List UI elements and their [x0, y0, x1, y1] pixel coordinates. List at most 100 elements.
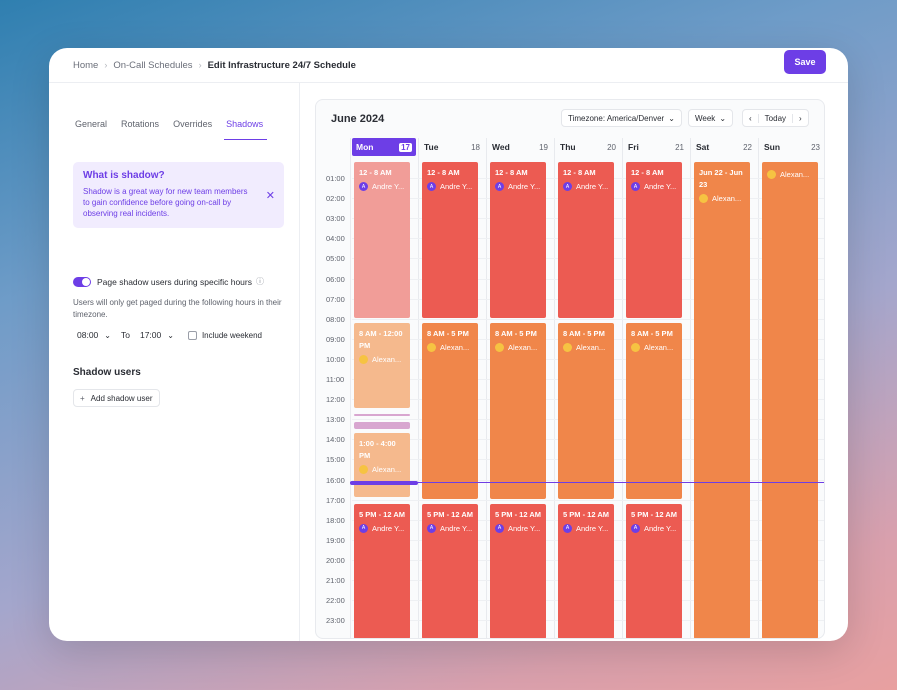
breadcrumb-current: Edit Infrastructure 24/7 Schedule: [207, 59, 356, 71]
shadow-marker: [354, 414, 410, 417]
avatar: [359, 354, 368, 364]
include-weekend-checkbox[interactable]: [187, 330, 197, 340]
shift-block[interactable]: 5 PM - 12 AM A Andre Y...: [422, 503, 478, 638]
save-button[interactable]: Save: [784, 50, 826, 74]
shift-user: Alexan...: [359, 465, 405, 475]
shift-time: 12 - 8 AM: [495, 168, 528, 177]
day-name: Sat: [696, 142, 710, 152]
tabs: General Rotations Overrides Shadows: [73, 119, 275, 140]
hour-label: 17:00: [326, 495, 345, 505]
hour-label: 19:00: [326, 535, 345, 545]
avatar: [495, 342, 504, 352]
calendar: June 2024 Timezone: America/Denver ⌄ Wee…: [315, 99, 825, 639]
shift-block[interactable]: 12 - 8 AM A Andre Y...: [354, 162, 410, 318]
user-name: Andre Y...: [372, 523, 405, 533]
start-time-value: 08:00: [77, 330, 99, 340]
page-shadow-toggle[interactable]: [73, 276, 91, 287]
tab-overrides[interactable]: Overrides: [173, 119, 213, 129]
shift-block[interactable]: 1:00 - 4:00 PM Alexan...: [354, 433, 410, 497]
shift-block[interactable]: 12 - 8 AM A Andre Y...: [422, 162, 478, 318]
day-column-divider: [486, 138, 487, 638]
hour-label: 23:00: [326, 616, 345, 626]
shift-time: 12 - 8 AM: [427, 168, 460, 177]
shift-block[interactable]: 8 AM - 5 PM Alexan...: [558, 322, 614, 499]
info-icon[interactable]: ⓘ: [255, 277, 264, 286]
add-shadow-user-button[interactable]: + Add shadow user: [73, 389, 160, 407]
hour-label: 12:00: [326, 395, 345, 405]
user-name: Alexan...: [712, 194, 742, 203]
hour-label: 03:00: [326, 214, 345, 224]
start-time-select[interactable]: 08:00 ⌄: [73, 328, 115, 342]
hour-label: 07:00: [326, 294, 345, 304]
panel-divider: [299, 83, 300, 641]
user-name: Alexan...: [780, 170, 810, 179]
shift-time: 5 PM - 12 AM: [631, 509, 677, 519]
shadow-info-box: What is shadow? Shadow is a great way fo…: [73, 162, 284, 228]
shift-block[interactable]: 8 AM - 5 PM Alexan...: [422, 322, 478, 499]
shadow-marker: [354, 422, 410, 430]
end-time-value: 17:00: [139, 330, 162, 340]
shift-block[interactable]: 12 - 8 AM A Andre Y...: [626, 162, 682, 318]
shift-user: A Andre Y...: [495, 182, 541, 191]
avatar: [699, 194, 708, 203]
shift-block[interactable]: Alexan...: [762, 162, 818, 638]
current-time-marker: [350, 480, 418, 485]
close-icon[interactable]: ✕: [265, 190, 275, 202]
hour-label: 11:00: [326, 375, 345, 384]
shift-time: 12 - 8 AM: [359, 168, 392, 177]
view-select[interactable]: Week ⌄: [688, 109, 734, 127]
shift-time: 8 AM - 5 PM: [563, 328, 605, 338]
shift-block[interactable]: 5 PM - 12 AM A Andre Y...: [626, 503, 682, 638]
tab-rotations[interactable]: Rotations: [121, 119, 160, 129]
timezone-select[interactable]: Timezone: America/Denver ⌄: [561, 109, 682, 127]
shift-block[interactable]: 5 PM - 12 AM A Andre Y...: [490, 503, 546, 638]
shift-user: A Andre Y...: [631, 182, 677, 191]
day-number: 21: [675, 142, 684, 152]
calendar-header: June 2024 Timezone: America/Denver ⌄ Wee…: [316, 100, 824, 138]
calendar-title: June 2024: [331, 113, 385, 125]
shift-user: A Andre Y...: [359, 182, 405, 191]
user-name: Andre Y...: [576, 523, 609, 533]
day-column-divider: [418, 138, 419, 638]
day-header: Mon 17: [352, 138, 416, 156]
timezone-value: Timezone: America/Denver: [568, 113, 665, 123]
shift-time: 5 PM - 12 AM: [495, 509, 541, 519]
current-time-line: [350, 481, 824, 484]
day-number: 23: [811, 142, 820, 152]
shift-block[interactable]: 5 PM - 12 AM A Andre Y...: [354, 503, 410, 638]
avatar: [563, 342, 572, 352]
end-time-select[interactable]: 17:00 ⌄: [136, 328, 178, 342]
prev-week-button[interactable]: ‹: [749, 113, 752, 123]
to-label: To: [120, 330, 130, 340]
today-button[interactable]: Today: [757, 113, 794, 123]
breadcrumb-schedules[interactable]: On-Call Schedules: [113, 59, 193, 71]
day-column-divider: [350, 138, 351, 638]
next-week-button[interactable]: ›: [799, 113, 802, 123]
hour-label: 05:00: [326, 254, 345, 264]
chevron-down-icon: ⌄: [668, 113, 675, 123]
shift-user: Alexan...: [563, 342, 609, 352]
day-header: Sat 22: [692, 138, 756, 156]
avatar: A: [427, 523, 436, 533]
view-value: Week: [695, 113, 716, 123]
day-number: 22: [743, 142, 752, 152]
day-column-divider: [690, 138, 691, 638]
tab-shadows[interactable]: Shadows: [224, 119, 268, 140]
shift-block[interactable]: 5 PM - 12 AM A Andre Y...: [558, 503, 614, 638]
day-name: Tue: [424, 142, 439, 152]
chevron-down-icon: ⌄: [167, 330, 174, 340]
user-name: Alexan...: [576, 342, 606, 352]
chevron-right-icon: ›: [104, 60, 108, 70]
shift-block[interactable]: 8 AM - 5 PM Alexan...: [626, 322, 682, 499]
breadcrumb-home[interactable]: Home: [73, 59, 99, 71]
shift-block[interactable]: 8 AM - 5 PM Alexan...: [490, 322, 546, 499]
info-text: Shadow is a great way for new team membe…: [83, 187, 248, 218]
tab-general[interactable]: General: [75, 119, 108, 129]
shift-block[interactable]: Jun 22 - Jun 23 Alexan...: [694, 162, 750, 638]
hour-label: 02:00: [326, 194, 345, 204]
shift-block[interactable]: 12 - 8 AM A Andre Y...: [558, 162, 614, 318]
shift-user: Alexan...: [359, 354, 405, 364]
shift-block[interactable]: 8 AM - 12:00 PM Alexan...: [354, 322, 410, 409]
hour-label: 01:00: [326, 174, 345, 183]
shift-block[interactable]: 12 - 8 AM A Andre Y...: [490, 162, 546, 318]
